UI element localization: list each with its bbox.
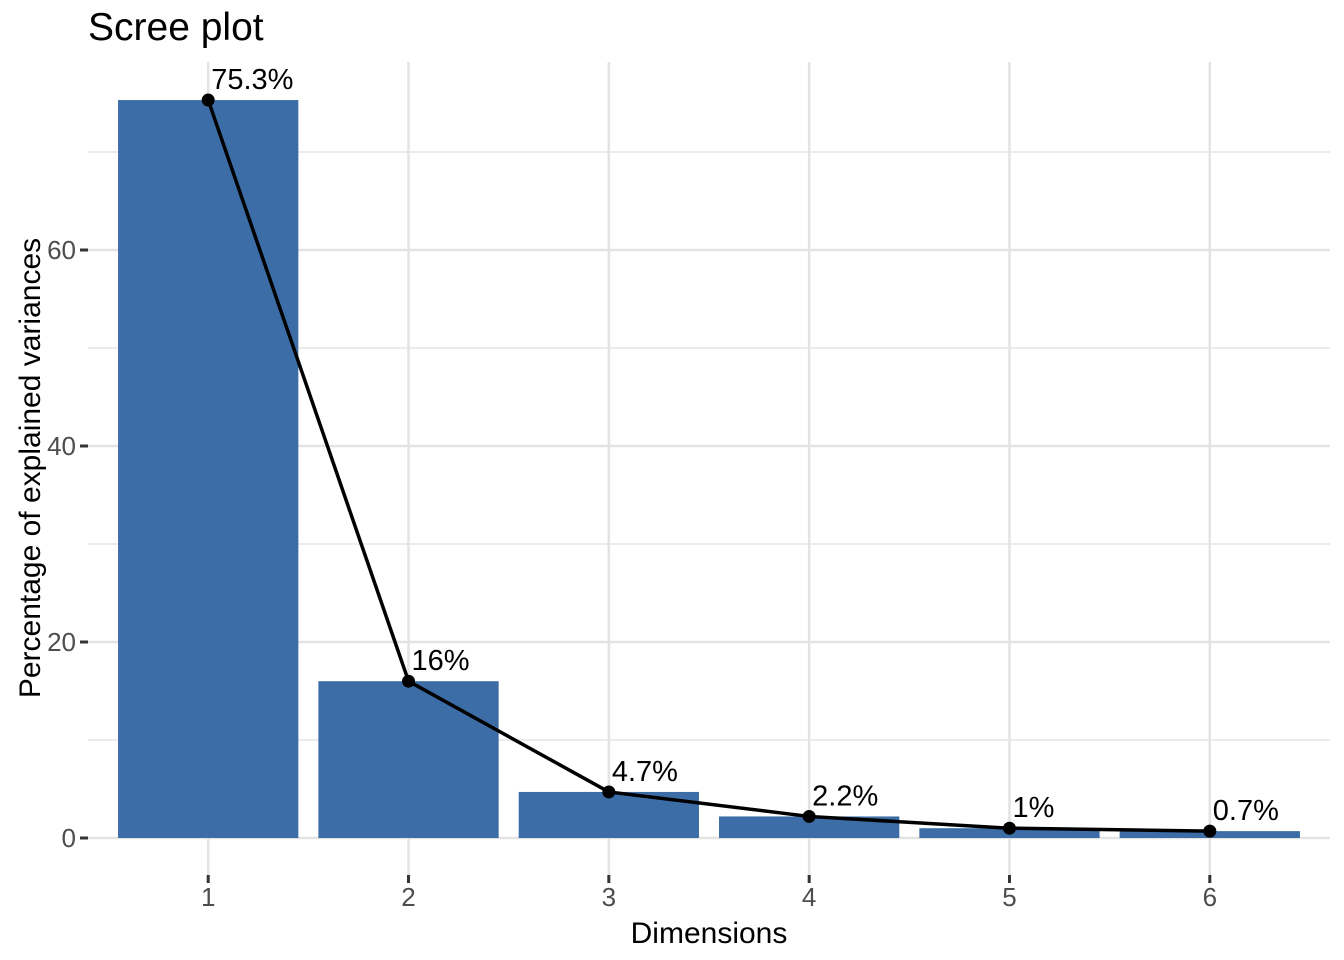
x-tick-label: 1 [201,882,215,912]
bar [318,681,499,838]
x-tick-label: 5 [1002,882,1016,912]
value-label: 75.3% [211,64,293,96]
x-axis-title: Dimensions [630,917,788,950]
y-tick-label: 0 [62,823,76,853]
y-tick-label: 60 [47,235,76,265]
chart-title: Scree plot [88,6,264,49]
variance-line [206,99,1210,833]
x-tick-label: 4 [802,882,816,912]
data-point [201,93,215,107]
y-tick-label: 20 [47,627,76,657]
data-point [602,785,616,799]
x-tick-label: 3 [602,882,616,912]
value-label: 4.7% [612,756,678,788]
y-axis-title: Percentage of explained variances [14,237,47,699]
value-label: 16% [412,645,470,677]
data-point [1002,821,1016,835]
data-point [1203,824,1217,838]
bar [719,816,900,838]
y-tick-label: 40 [47,431,76,461]
value-label: 1% [1012,792,1054,824]
bar [118,100,299,838]
data-point [402,674,416,688]
value-label: 2.2% [812,780,878,812]
value-label: 0.7% [1213,795,1279,827]
x-tick-label: 2 [401,882,415,912]
x-tick-label: 6 [1203,882,1217,912]
data-point [802,809,816,823]
